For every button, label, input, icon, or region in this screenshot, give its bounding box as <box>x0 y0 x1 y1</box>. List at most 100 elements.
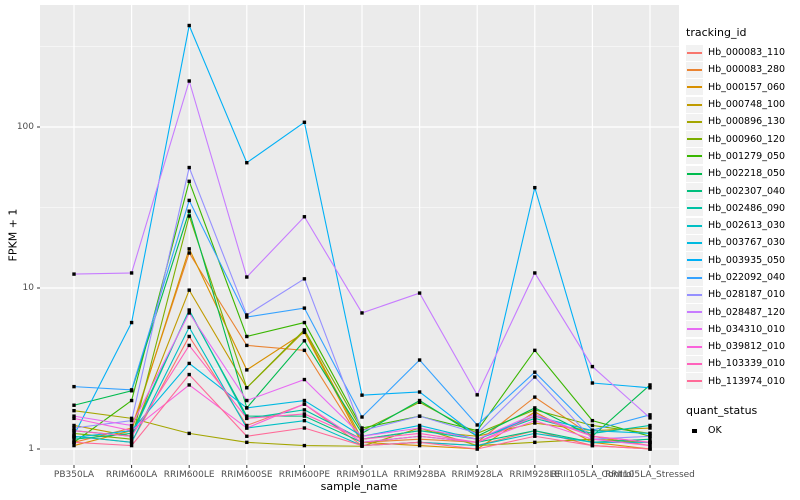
data-point <box>590 364 595 369</box>
data-point <box>129 437 134 441</box>
data-point <box>590 381 595 385</box>
legend-item-label: Hb_034310_010 <box>708 323 786 335</box>
data-point <box>417 443 422 448</box>
data-point <box>129 428 134 433</box>
data-point <box>187 431 191 436</box>
legend-item-label: Hb_000083_110 <box>708 47 786 59</box>
legend-item-Hb_022092_040: Hb_022092_040 <box>686 269 798 286</box>
legend-item-Hb_000960_120: Hb_000960_120 <box>686 130 798 148</box>
data-point <box>245 434 249 438</box>
data-point <box>72 433 76 437</box>
y-tick-label: 1 <box>28 444 34 454</box>
data-point <box>72 416 76 421</box>
data-point <box>648 431 652 436</box>
data-point <box>302 339 307 343</box>
legend-item-label: Hb_001279_050 <box>708 150 786 162</box>
data-point <box>533 421 537 425</box>
data-point <box>187 343 191 348</box>
legend-line-key-icon <box>686 304 703 321</box>
x-tick-label: RRIM901LA <box>336 470 388 480</box>
data-point <box>187 247 191 251</box>
legend-item-label: Hb_028487_120 <box>708 306 786 318</box>
legend-item-Hb_003767_030: Hb_003767_030 <box>686 234 798 251</box>
legend-item-Hb_000896_130: Hb_000896_130 <box>686 113 798 130</box>
data-point <box>245 343 249 348</box>
data-point <box>302 443 307 448</box>
data-point <box>648 447 652 451</box>
data-point <box>533 428 537 433</box>
legend-item-Hb_002613_030: Hb_002613_030 <box>686 217 798 234</box>
legend-item-label: Hb_028187_010 <box>708 289 786 301</box>
legend-item-Hb_039812_010: Hb_039812_010 <box>686 338 798 355</box>
data-point <box>302 328 307 332</box>
data-point <box>187 165 191 170</box>
x-tick-label: RRII105LA_Control <box>550 470 635 480</box>
data-point <box>417 434 422 438</box>
data-point <box>533 418 537 423</box>
legend-item-label: Hb_000157_060 <box>708 81 786 93</box>
legend-item-label: Hb_103339_010 <box>708 358 786 370</box>
data-point <box>417 291 422 295</box>
legend-item-label: Hb_022092_040 <box>708 272 786 283</box>
legend-line-key-icon <box>686 355 703 372</box>
legend-line-key-icon <box>686 183 703 200</box>
data-point <box>245 398 249 403</box>
legend-item-label: Hb_113974_010 <box>708 375 786 387</box>
data-point <box>590 418 595 423</box>
data-point <box>302 215 307 219</box>
data-point <box>187 79 191 83</box>
data-point <box>648 443 652 448</box>
data-point <box>533 434 537 438</box>
legend-item-label: Hb_000960_120 <box>708 133 786 145</box>
data-point <box>648 383 652 387</box>
legend-item-Hb_028487_120: Hb_028487_120 <box>686 303 798 321</box>
data-point <box>590 428 595 432</box>
legend-item-label: Hb_003767_030 <box>708 237 786 249</box>
legend-line-key-icon <box>686 252 703 269</box>
data-point <box>533 185 537 190</box>
data-point <box>475 447 479 451</box>
data-point <box>245 313 249 317</box>
legend-line-key-icon <box>686 217 703 234</box>
y-tick-label: 10 <box>22 283 34 293</box>
data-point <box>475 428 479 433</box>
data-point <box>533 271 537 275</box>
data-point <box>245 423 249 428</box>
data-point <box>648 426 652 430</box>
data-point <box>533 410 537 414</box>
data-point <box>72 423 76 428</box>
legend-item-Hb_103339_010: Hb_103339_010 <box>686 355 798 372</box>
x-tick-label: RRIM600LE <box>163 470 215 480</box>
data-point <box>648 440 652 445</box>
data-point <box>187 251 191 255</box>
data-point <box>417 437 422 441</box>
data-point <box>245 275 249 279</box>
legend-item-Hb_000083_110: Hb_000083_110 <box>686 44 798 61</box>
data-point <box>475 443 479 448</box>
data-point <box>72 437 76 441</box>
legend-item-Hb_001279_050: Hb_001279_050 <box>686 148 798 165</box>
legend-line-key-icon <box>686 165 703 182</box>
data-point <box>187 334 191 339</box>
data-point <box>648 423 652 428</box>
data-point <box>417 390 422 394</box>
data-point <box>187 214 191 218</box>
data-point <box>129 388 134 392</box>
data-point <box>533 431 537 436</box>
data-point <box>417 423 422 428</box>
data-point <box>648 386 652 390</box>
data-point <box>302 402 307 406</box>
legend-item-label: Hb_002613_030 <box>708 220 786 232</box>
data-point <box>245 406 249 410</box>
data-point <box>533 414 537 418</box>
x-tick-label: PB350LA <box>53 470 95 480</box>
legend-item-label: Hb_039812_010 <box>708 341 786 353</box>
data-point <box>129 416 134 421</box>
data-point <box>533 416 537 421</box>
data-point <box>417 358 422 362</box>
legend-line-key-icon <box>686 96 703 113</box>
data-point <box>417 426 422 430</box>
data-point <box>245 440 249 445</box>
data-point <box>245 315 249 319</box>
data-point <box>302 306 307 310</box>
